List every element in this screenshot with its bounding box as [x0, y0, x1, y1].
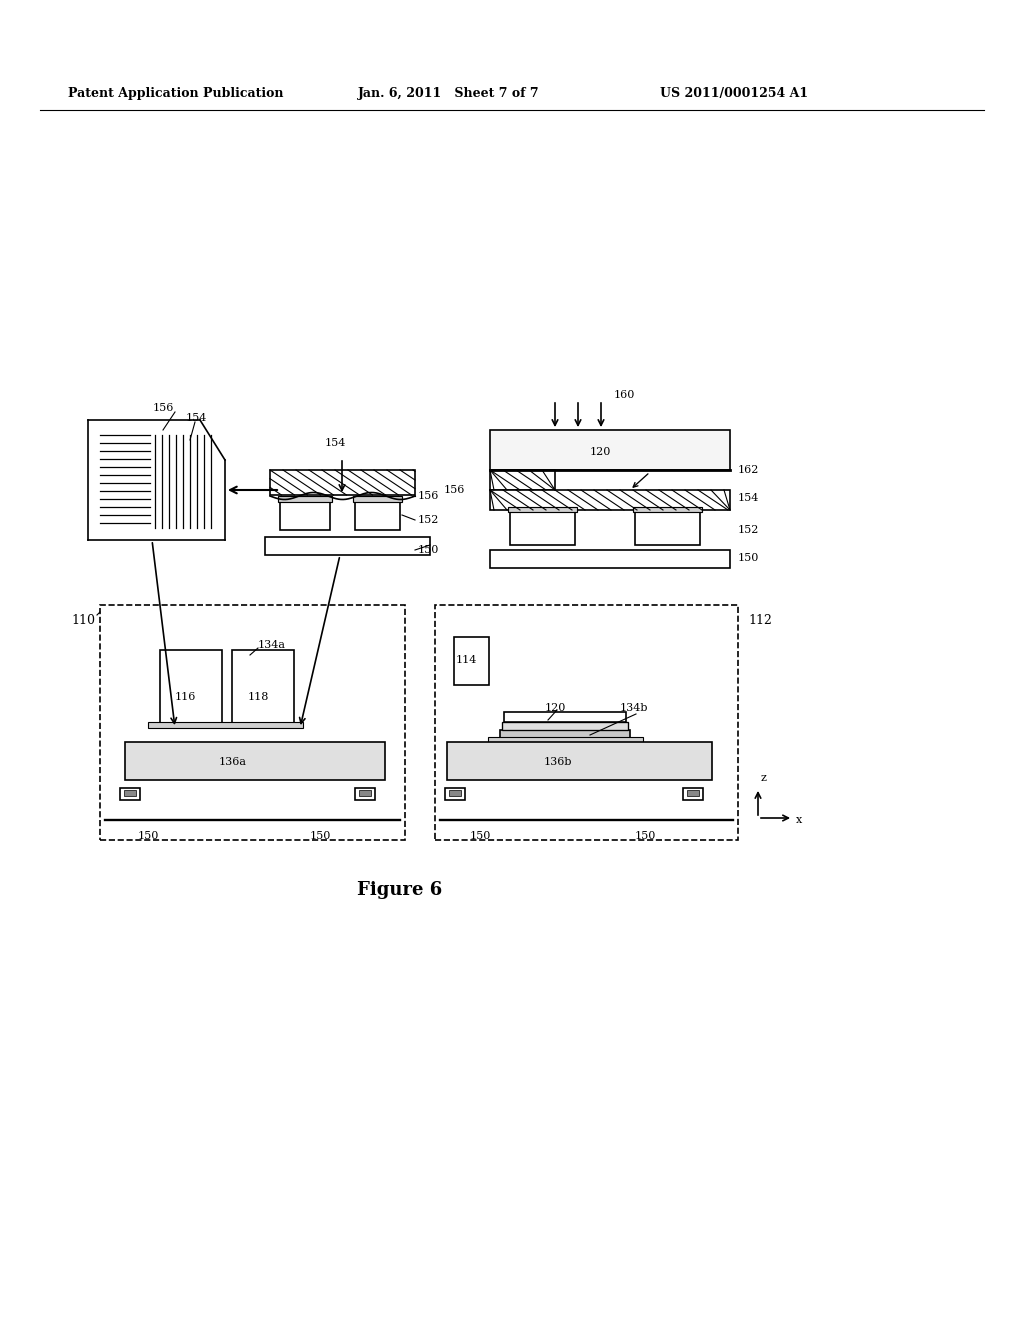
Bar — [504, 711, 626, 722]
Text: 150: 150 — [418, 545, 439, 554]
Text: 156: 156 — [418, 491, 439, 502]
Bar — [232, 649, 294, 725]
Bar — [687, 789, 699, 796]
Bar — [633, 507, 702, 512]
Text: 120: 120 — [545, 704, 566, 713]
Text: 110: 110 — [71, 614, 95, 627]
Text: 134a: 134a — [258, 640, 286, 649]
Text: 162: 162 — [738, 465, 760, 475]
Text: 152: 152 — [738, 525, 760, 535]
Bar — [508, 507, 577, 512]
Bar — [120, 788, 140, 800]
Bar — [125, 742, 385, 780]
Bar — [355, 788, 375, 800]
Text: 150: 150 — [469, 832, 490, 841]
Text: 114: 114 — [456, 655, 477, 665]
Bar — [100, 605, 406, 840]
Bar — [278, 496, 332, 502]
Text: 136b: 136b — [544, 756, 572, 767]
Bar — [500, 730, 630, 741]
Text: 112: 112 — [748, 614, 772, 627]
Text: Jan. 6, 2011   Sheet 7 of 7: Jan. 6, 2011 Sheet 7 of 7 — [358, 87, 540, 99]
Text: 150: 150 — [309, 832, 331, 841]
Bar — [124, 789, 136, 796]
Text: 150: 150 — [634, 832, 655, 841]
Bar — [502, 722, 628, 730]
Text: 116: 116 — [174, 692, 196, 702]
Bar — [635, 510, 700, 545]
Bar — [510, 510, 575, 545]
Bar — [270, 470, 415, 495]
Text: 150: 150 — [738, 553, 760, 564]
Bar — [449, 789, 461, 796]
Text: 118: 118 — [248, 692, 268, 702]
Bar — [265, 537, 430, 554]
Text: Figure 6: Figure 6 — [357, 880, 442, 899]
Text: 154: 154 — [186, 413, 208, 422]
Bar — [447, 742, 712, 780]
Bar — [490, 550, 730, 568]
Text: 136a: 136a — [219, 756, 247, 767]
Text: 154: 154 — [325, 438, 346, 447]
Bar — [488, 737, 643, 743]
Bar — [359, 789, 371, 796]
Bar — [280, 500, 330, 531]
Bar — [454, 638, 489, 685]
Text: 152: 152 — [418, 515, 439, 525]
Text: 120: 120 — [590, 447, 611, 457]
Text: 150: 150 — [137, 832, 159, 841]
Bar — [148, 722, 303, 729]
Bar — [683, 788, 703, 800]
Bar — [445, 788, 465, 800]
Text: 156: 156 — [443, 484, 465, 495]
Text: 156: 156 — [153, 403, 174, 413]
Text: US 2011/0001254 A1: US 2011/0001254 A1 — [660, 87, 808, 99]
Text: Patent Application Publication: Patent Application Publication — [68, 87, 284, 99]
Bar — [490, 430, 730, 470]
Bar — [435, 605, 738, 840]
Text: 134b: 134b — [620, 704, 648, 713]
Text: 154: 154 — [738, 492, 760, 503]
Bar — [355, 500, 400, 531]
Text: z: z — [761, 774, 767, 783]
Bar — [353, 496, 402, 502]
Text: x: x — [796, 814, 802, 825]
Bar — [160, 649, 222, 725]
Bar — [490, 490, 730, 510]
Text: 160: 160 — [614, 389, 635, 400]
Bar — [490, 470, 555, 490]
